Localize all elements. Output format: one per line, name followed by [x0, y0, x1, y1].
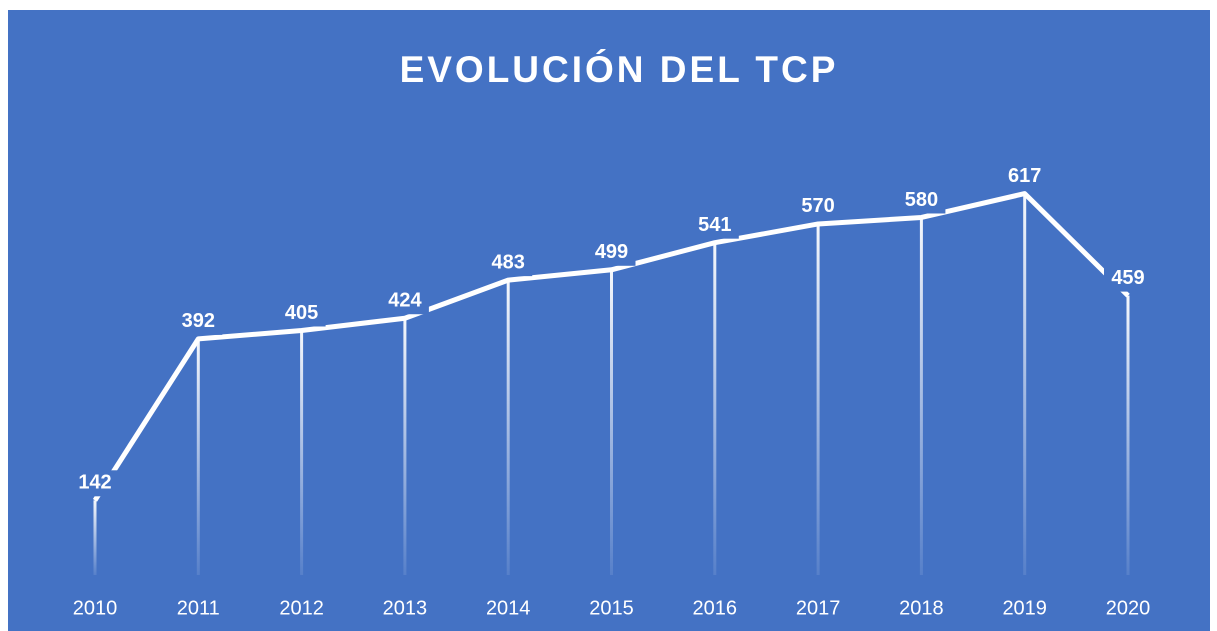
data-label: 392 [182, 310, 215, 332]
data-label: 499 [595, 241, 628, 263]
chart-title: EVOLUCIÓN DEL TCP [400, 48, 839, 90]
drop-line [919, 217, 923, 575]
data-label: 405 [285, 302, 318, 324]
x-tick-label: 2011 [177, 597, 220, 619]
data-label-box [484, 250, 533, 277]
x-tick-label: 2012 [279, 597, 324, 619]
x-tick-label: 2017 [796, 597, 841, 619]
drop-line [1126, 295, 1130, 575]
x-tick-label: 2020 [1106, 597, 1151, 619]
drop-line [610, 269, 613, 575]
drop-line [816, 223, 820, 575]
line [92, 191, 1130, 502]
data-label: 459 [1111, 267, 1144, 289]
data-label-box [380, 288, 429, 315]
drop-line [1023, 193, 1027, 575]
drop-line [403, 318, 407, 575]
x-tick-label: 2013 [383, 597, 428, 619]
x-tick-label: 2018 [899, 597, 944, 619]
drop-line [506, 280, 510, 575]
data-label: 617 [1008, 165, 1041, 187]
drop-line [93, 500, 97, 575]
data-label-box [174, 308, 223, 335]
data-label-box [1104, 265, 1152, 292]
data-label: 541 [698, 214, 731, 236]
data-label-box [587, 239, 636, 266]
data-label: 570 [801, 195, 834, 217]
x-tick-label: 2010 [73, 597, 118, 619]
drop-line [713, 242, 717, 575]
data-label-box [690, 212, 739, 239]
data-label: 483 [492, 251, 525, 273]
x-tick-label: 2014 [486, 597, 531, 619]
x-tick-label: 2015 [589, 597, 634, 619]
data-label-box [71, 470, 119, 497]
data-label-box [1000, 163, 1049, 190]
data-label: 424 [388, 289, 422, 311]
drop-line [300, 330, 304, 575]
data-label-box [794, 193, 843, 220]
data-label: 580 [905, 189, 938, 211]
data-label-box [897, 187, 946, 214]
data-label: 142 [78, 472, 111, 494]
data-label-box [277, 300, 326, 327]
x-tick-label: 2016 [693, 597, 738, 619]
drop-line [196, 338, 200, 575]
x-tick-label: 2019 [1002, 597, 1047, 619]
